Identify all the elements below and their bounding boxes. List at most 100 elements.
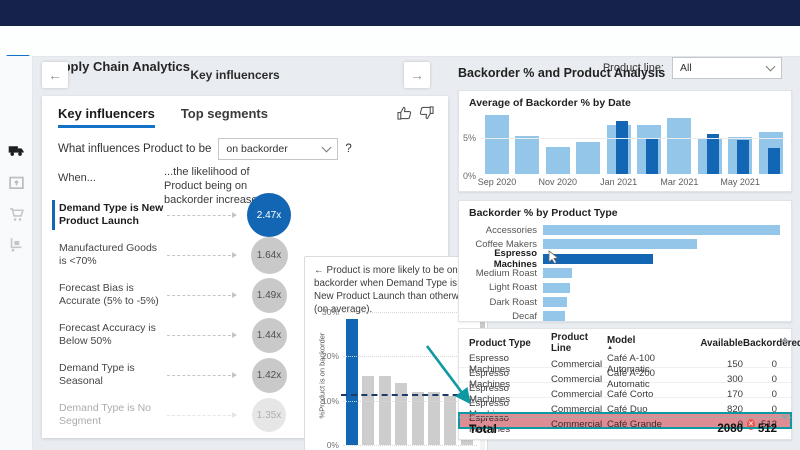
date-bar-highlighted[interactable]: [646, 139, 658, 174]
influencer-row[interactable]: Demand Type is No Segment 1.35x: [52, 395, 300, 435]
influencer-list: Demand Type is New Product Launch 2.47x Ma…: [52, 193, 300, 435]
product-type-bar-row[interactable]: Accessories: [459, 223, 789, 237]
date-bar-highlighted[interactable]: [737, 139, 750, 174]
app-title: Supply Chain Analytics: [46, 59, 190, 74]
selection-indicator: [52, 200, 55, 230]
col-model[interactable]: Model ▲: [607, 335, 695, 351]
influencer-label: Demand Type is No Segment: [59, 402, 152, 427]
table-scroll-down-icon[interactable]: [781, 415, 789, 420]
influencer-value-bubble[interactable]: 1.35x: [252, 398, 286, 432]
question-suffix: ?: [345, 143, 352, 155]
product-type-bar[interactable]: [543, 311, 565, 322]
table-row[interactable]: Espresso Machines Commercial Café A-100 Au…: [459, 353, 791, 375]
col-available[interactable]: Available: [700, 337, 743, 349]
tab-top-segments[interactable]: Top segments: [180, 106, 268, 121]
product-type-bar-row[interactable]: Espresso Machines: [459, 248, 789, 270]
date-bar-total[interactable]: [485, 115, 509, 174]
influencer-value-bubble[interactable]: 2.47x: [247, 193, 291, 237]
right-section-title: Backorder % and Product Analysis: [458, 66, 666, 80]
app-header: Supply Chain Analytics Product line: All: [0, 26, 800, 79]
influencer-value-bubble[interactable]: 1.49x: [251, 277, 287, 313]
influencer-label: Demand Type is New Product Launch: [59, 202, 164, 227]
influencer-row[interactable]: Manufactured Goods is <70% 1.64x: [52, 235, 300, 275]
category-label: Coffee Makers: [475, 238, 537, 250]
ki-chart-bar[interactable]: [444, 396, 457, 445]
table-row[interactable]: Espresso Machines Commercial Café A-200 Au…: [459, 368, 791, 390]
tab-key-influencers[interactable]: Key influencers: [58, 106, 155, 128]
ki-chart-bar[interactable]: [395, 382, 408, 445]
table-scroll-up-icon[interactable]: [781, 337, 789, 342]
y-tick-label: 0%: [463, 171, 477, 181]
date-bar-highlighted[interactable]: [767, 148, 780, 174]
influencer-value-bubble[interactable]: 1.44x: [251, 317, 287, 353]
product-type-bar-row[interactable]: Decaf: [459, 309, 789, 323]
cell-backordered: 0: [771, 373, 777, 385]
truck-icon[interactable]: [8, 142, 25, 159]
influencer-row[interactable]: Forecast Bias is Accurate (5% to -5%) 1.4…: [52, 275, 300, 315]
date-bar-highlighted[interactable]: [706, 133, 719, 174]
product-type-bar[interactable]: [543, 225, 780, 235]
back-arrow-button[interactable]: ←: [42, 62, 68, 88]
dashed-arrow-icon: [167, 212, 237, 218]
influencer-value-bubble[interactable]: 1.64x: [250, 236, 288, 274]
category-label: Medium Roast: [475, 267, 537, 279]
nav-sidebar: [0, 56, 33, 450]
product-type-bar-row[interactable]: Light Roast: [459, 281, 789, 295]
ki-chart-bar[interactable]: [411, 391, 424, 445]
forward-arrow-button[interactable]: →: [404, 62, 430, 88]
product-type-bar[interactable]: [543, 268, 573, 279]
cell-available: 170: [726, 388, 743, 400]
thumbs-down-icon[interactable]: [419, 106, 434, 120]
ki-chart-bar[interactable]: [362, 376, 375, 445]
product-type-bar[interactable]: [543, 297, 568, 307]
cart-icon[interactable]: [8, 206, 25, 223]
table-cell: Espresso Machines: [469, 368, 511, 390]
hand-truck-icon[interactable]: [8, 236, 25, 253]
table-cell: Commercial: [551, 403, 603, 415]
product-line-dropdown[interactable]: All: [672, 57, 782, 79]
influencer-row[interactable]: Forecast Accuracy is Below 50% 1.44x: [52, 315, 300, 355]
col-backordered[interactable]: Backordered: [743, 337, 800, 349]
table-cell: Café A-100 Automatic: [607, 353, 656, 375]
backorder-by-date-chart: Average of Backorder % by Date 5% 0% Sep 2…: [458, 90, 792, 192]
date-bar-total[interactable]: [545, 146, 570, 174]
ki-chart-bar[interactable]: [378, 376, 391, 445]
col-product-line[interactable]: Product Line: [551, 332, 589, 354]
product-type-bar-row[interactable]: Medium Roast: [459, 266, 789, 280]
influencer-row[interactable]: Demand Type is New Product Launch 2.47x: [52, 193, 300, 237]
ki-chart-bar[interactable]: [346, 318, 358, 445]
key-influencers-visual: Key influencers Top segments What influe…: [42, 96, 488, 450]
table-row[interactable]: Espresso Machines Commercial Café Grande 0 ✕…: [458, 412, 792, 435]
product-type-bar[interactable]: [543, 253, 653, 264]
date-bar-total[interactable]: [576, 142, 601, 174]
product-type-bar[interactable]: [543, 282, 570, 293]
influencer-row[interactable]: Demand Type is Seasonal 1.42x: [52, 355, 300, 395]
product-type-bar-row[interactable]: Dark Roast: [459, 295, 789, 309]
table-cell: Café Grande: [607, 418, 662, 430]
table-row[interactable]: Espresso Machines Commercial Café Corto 170…: [459, 383, 791, 405]
x-tick-label: Sep 2020: [477, 177, 517, 187]
influencer-value-bubble[interactable]: 1.42x: [251, 357, 287, 393]
date-bar-total[interactable]: [667, 117, 692, 174]
cell-backordered: 0: [771, 403, 777, 415]
date-bar-highlighted[interactable]: [615, 120, 628, 174]
date-bar-total[interactable]: [515, 136, 540, 174]
error-icon: ✕: [747, 418, 755, 430]
total-available: 2080: [717, 422, 743, 435]
table-cell: Commercial: [551, 388, 603, 400]
table-cell: Café Duo: [607, 403, 648, 415]
visual-header-title: Key influencers: [190, 68, 280, 82]
influencer-label: Forecast Bias is Accurate (5% to -5%): [59, 282, 159, 307]
question-prefix: What influences Product to be: [58, 143, 212, 155]
thumbs-up-icon[interactable]: [397, 106, 412, 120]
col-product-type[interactable]: Product Type: [469, 337, 531, 349]
product-type-bar-row[interactable]: Coffee Makers: [459, 237, 789, 251]
ki-chart-bar[interactable]: [428, 391, 440, 445]
product-type-bar[interactable]: [543, 239, 697, 250]
influencer-label: Demand Type is Seasonal: [59, 362, 135, 387]
metric-dropdown[interactable]: on backorder: [218, 138, 339, 160]
cell-available: 300: [726, 373, 743, 385]
category-label: Dark Roast: [489, 296, 537, 308]
package-icon[interactable]: [8, 174, 25, 191]
